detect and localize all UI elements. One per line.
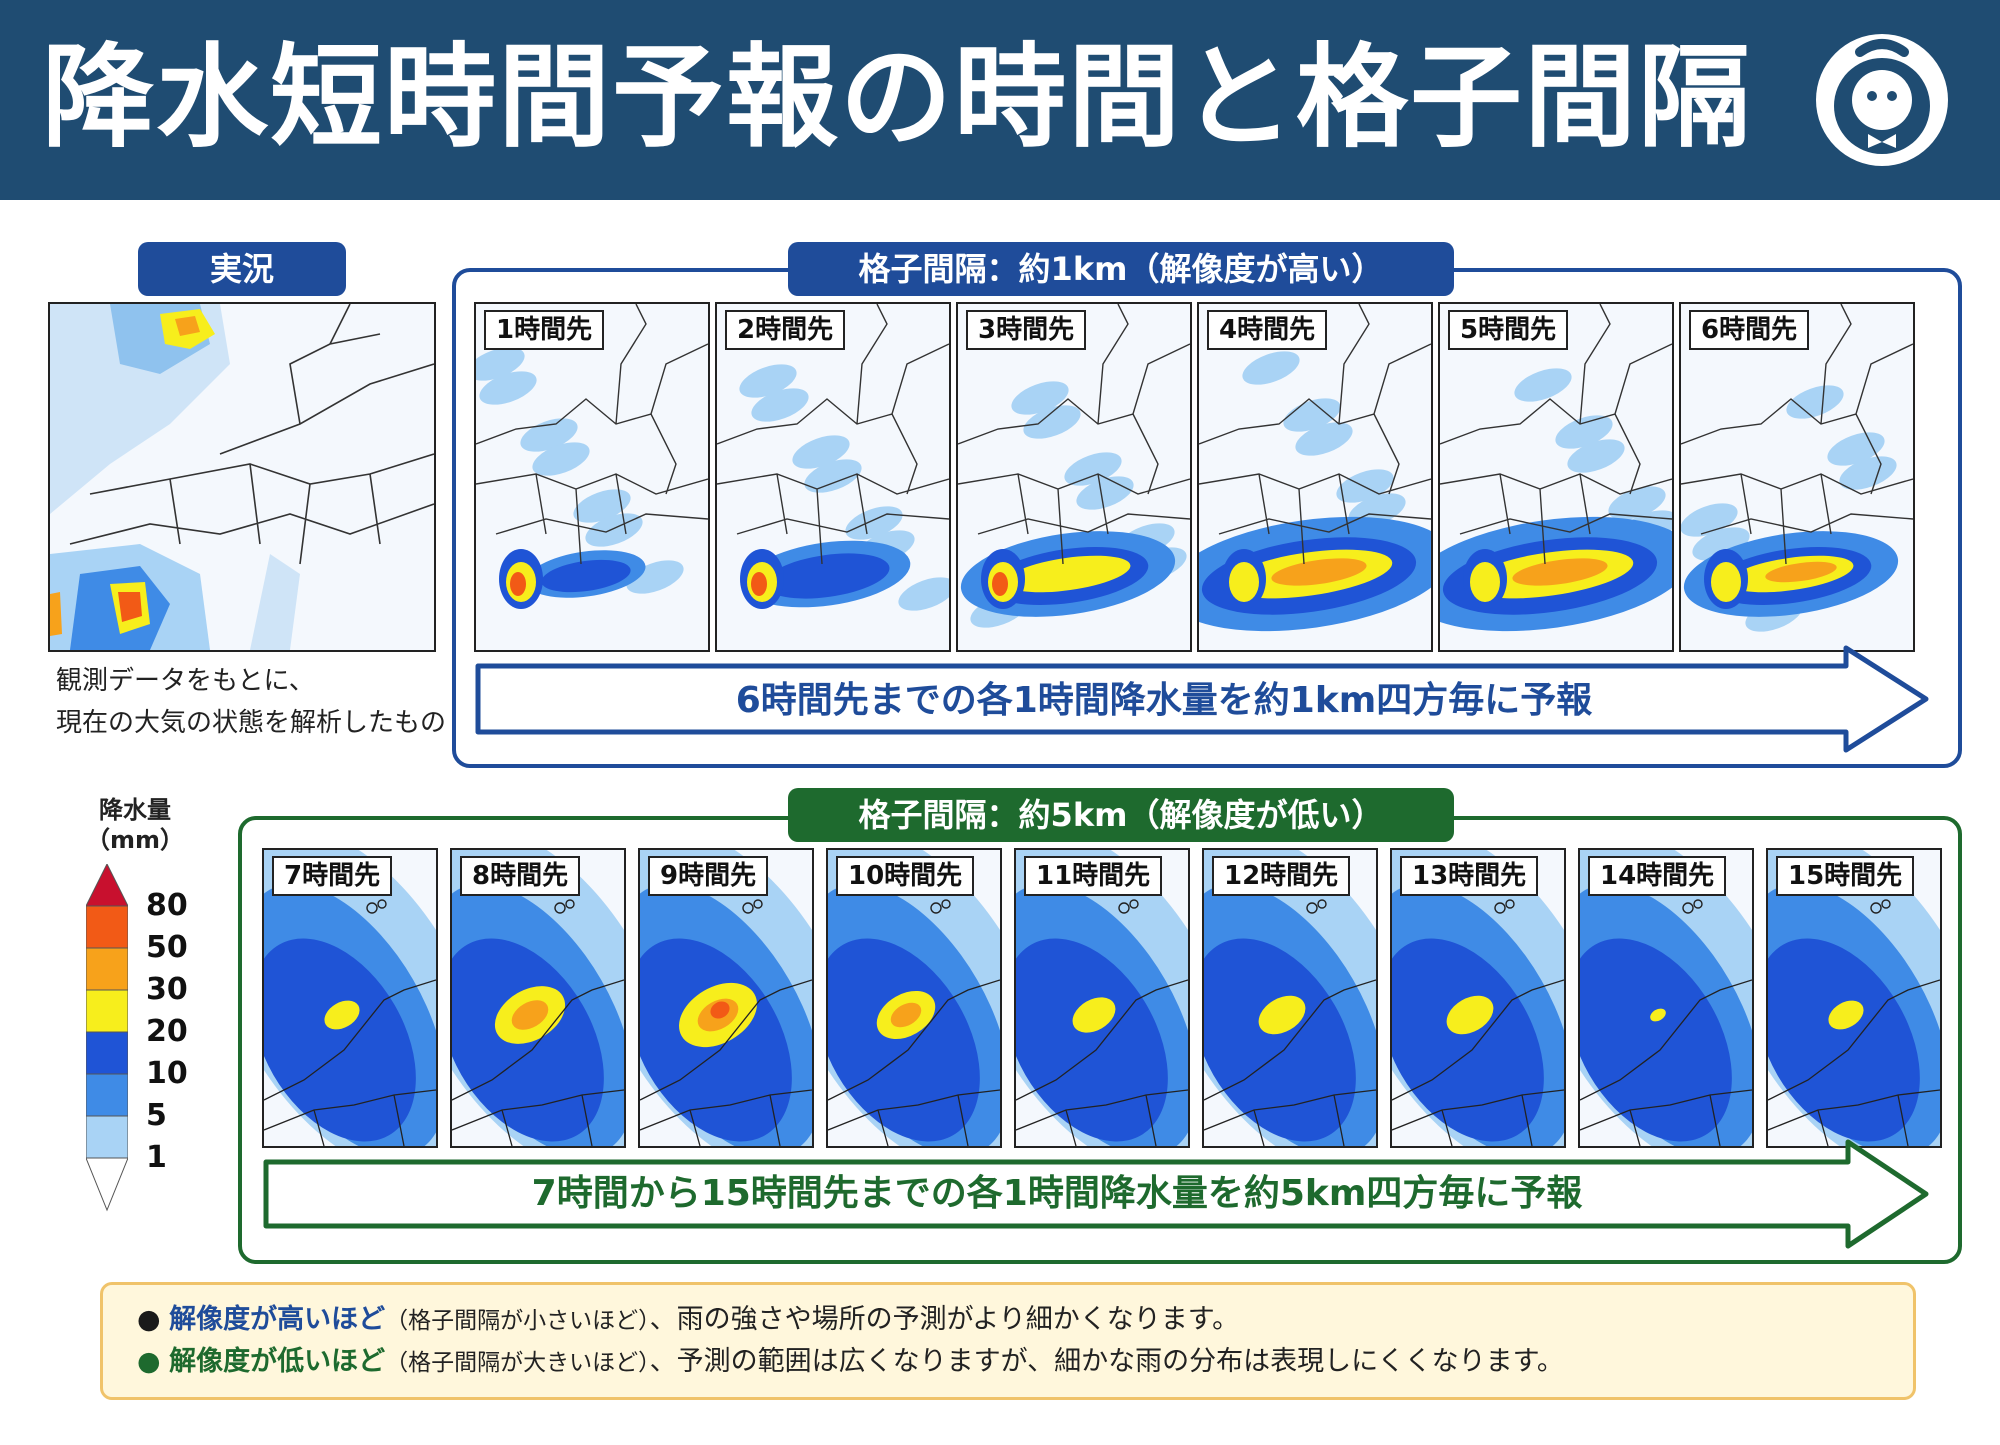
panel-5km-title: 格子間隔：約5km（解像度が低い）: [788, 788, 1454, 842]
legend-value-20: 20: [146, 1014, 188, 1049]
legend-value-10: 10: [146, 1056, 188, 1091]
note-low-resolution: ● 解像度が低いほど（格子間隔が大きいほど）、予測の範囲は広くなりますが、細かな…: [137, 1344, 1564, 1381]
note-bullet-green-icon: ●: [137, 1346, 161, 1377]
map-5km-8-label: 14時間先: [1588, 856, 1727, 896]
map-5km-5-rain-graphic: [1016, 850, 1188, 1146]
legend-swatch-30: [86, 947, 128, 991]
note-high-resolution: ● 解像度が高いほど（格子間隔が小さいほど）、雨の強さや場所の予測がより細かくな…: [137, 1302, 1239, 1339]
legend-value-30: 30: [146, 972, 188, 1007]
map-1km-5: 5時間先: [1438, 302, 1674, 652]
legend-value-5: 5: [146, 1098, 167, 1133]
map-5km-7-rain-graphic: [1392, 850, 1564, 1146]
map-5km-8-rain-graphic: [1580, 850, 1752, 1146]
map-1km-5-rain-graphic: [1440, 304, 1672, 650]
arrow-1km-text: 6時間先までの各1時間降水量を約1km四方毎に予報: [735, 680, 1593, 721]
map-5km-6: 12時間先: [1202, 848, 1378, 1148]
arrow-5km: 7時間から15時間先までの各1時間降水量を約5km四方毎に予報: [262, 1138, 1934, 1250]
map-5km-5-label: 11時間先: [1024, 856, 1163, 896]
note-high-emph: 解像度が高いほど: [169, 1304, 386, 1335]
legend-title-line-2: （mm）: [85, 826, 184, 854]
map-5km-4-rain-graphic: [828, 850, 1000, 1146]
legend-swatch-1: [86, 1115, 128, 1159]
legend-swatch-20: [86, 989, 128, 1033]
map-5km-4-label: 10時間先: [836, 856, 975, 896]
map-1km-4-rain-graphic: [1199, 304, 1431, 650]
map-1km-6-rain-graphic: [1681, 304, 1913, 650]
map-1km-2-label: 2時間先: [725, 310, 846, 350]
map-5km-4: 10時間先: [826, 848, 1002, 1148]
map-5km-2-label: 8時間先: [460, 856, 581, 896]
current-caption-line-1: 観測データをもとに、: [56, 666, 315, 696]
map-1km-2: 2時間先: [715, 302, 951, 652]
map-5km-7-label: 13時間先: [1400, 856, 1539, 896]
map-5km-9-rain-graphic: [1768, 850, 1940, 1146]
map-5km-9-label: 15時間先: [1776, 856, 1915, 896]
note-low-paren: （格子間隔が大きいほど）: [385, 1350, 650, 1376]
note-low-rest: 、予測の範囲は広くなりますが、細かな雨の分布は表現しにくくなります。: [649, 1346, 1564, 1377]
map-5km-5: 11時間先: [1014, 848, 1190, 1148]
map-5km-2: 8時間先: [450, 848, 626, 1148]
map-1km-2-rain-graphic: [717, 304, 949, 650]
tenki-mascot-logo-icon: [1816, 34, 1948, 166]
map-5km-6-rain-graphic: [1204, 850, 1376, 1146]
map-1km-4: 4時間先: [1197, 302, 1433, 652]
map-5km-1-rain-graphic: [264, 850, 436, 1146]
arrow-1km: 6時間先までの各1時間降水量を約1km四方毎に予報: [474, 644, 1934, 754]
arrow-1km-shape-icon: [475, 645, 1929, 753]
panel-1km-title: 格子間隔：約1km（解像度が高い）: [788, 242, 1454, 296]
page-title: 降水短時間予報の時間と格子間隔: [42, 33, 1752, 163]
map-1km-3-label: 3時間先: [966, 310, 1087, 350]
map-5km-1: 7時間先: [262, 848, 438, 1148]
map-1km-6: 6時間先: [1679, 302, 1915, 652]
map-5km-3: 9時間先: [638, 848, 814, 1148]
note-low-emph: 解像度が低いほど: [169, 1346, 386, 1377]
arrow-5km-text: 7時間から15時間先までの各1時間降水量を約5km四方毎に予報: [531, 1173, 1583, 1214]
map-5km-2-rain-graphic: [452, 850, 624, 1146]
map-5km-6-label: 12時間先: [1212, 856, 1351, 896]
map-current: [48, 302, 436, 652]
map-1km-3-rain-graphic: [958, 304, 1190, 650]
map-1km-1: 1時間先: [474, 302, 710, 652]
map-5km-3-label: 9時間先: [648, 856, 769, 896]
map-1km-3: 3時間先: [956, 302, 1192, 652]
map-5km-9: 15時間先: [1766, 848, 1942, 1148]
header-bar: 降水短時間予報の時間と格子間隔: [0, 0, 2000, 200]
map-1km-1-rain-graphic: [476, 304, 708, 650]
map-1km-6-label: 6時間先: [1689, 310, 1810, 350]
current-label: 実況: [138, 242, 346, 296]
note-high-paren: （格子間隔が小さいほど）: [385, 1308, 650, 1334]
current-caption-line-2: 現在の大気の状態を解析したもの: [56, 708, 447, 738]
legend-value-80: 80: [146, 888, 188, 923]
legend-color-bar: [86, 864, 128, 1212]
legend-swatch-5: [86, 1073, 128, 1117]
legend-swatch-10: [86, 1031, 128, 1075]
arrow-5km-shape-icon: [263, 1139, 1929, 1249]
legend-swatch-50: [86, 905, 128, 949]
legend-title: 降水量 （mm）: [80, 795, 190, 855]
map-1km-1-label: 1時間先: [484, 310, 605, 350]
map-5km-7: 13時間先: [1390, 848, 1566, 1148]
legend-title-line-1: 降水量: [99, 796, 171, 824]
map-5km-8: 14時間先: [1578, 848, 1754, 1148]
map-1km-4-label: 4時間先: [1207, 310, 1328, 350]
legend-value-50: 50: [146, 930, 188, 965]
note-bullet-icon: ●: [137, 1304, 161, 1335]
note-high-rest: 、雨の強さや場所の予測がより細かくなります。: [649, 1304, 1240, 1335]
map-5km-3-rain-graphic: [640, 850, 812, 1146]
notes-box: ● 解像度が高いほど（格子間隔が小さいほど）、雨の強さや場所の予測がより細かくな…: [100, 1282, 1916, 1400]
map-5km-1-label: 7時間先: [272, 856, 393, 896]
map-1km-5-label: 5時間先: [1448, 310, 1569, 350]
legend-value-1: 1: [146, 1140, 167, 1175]
